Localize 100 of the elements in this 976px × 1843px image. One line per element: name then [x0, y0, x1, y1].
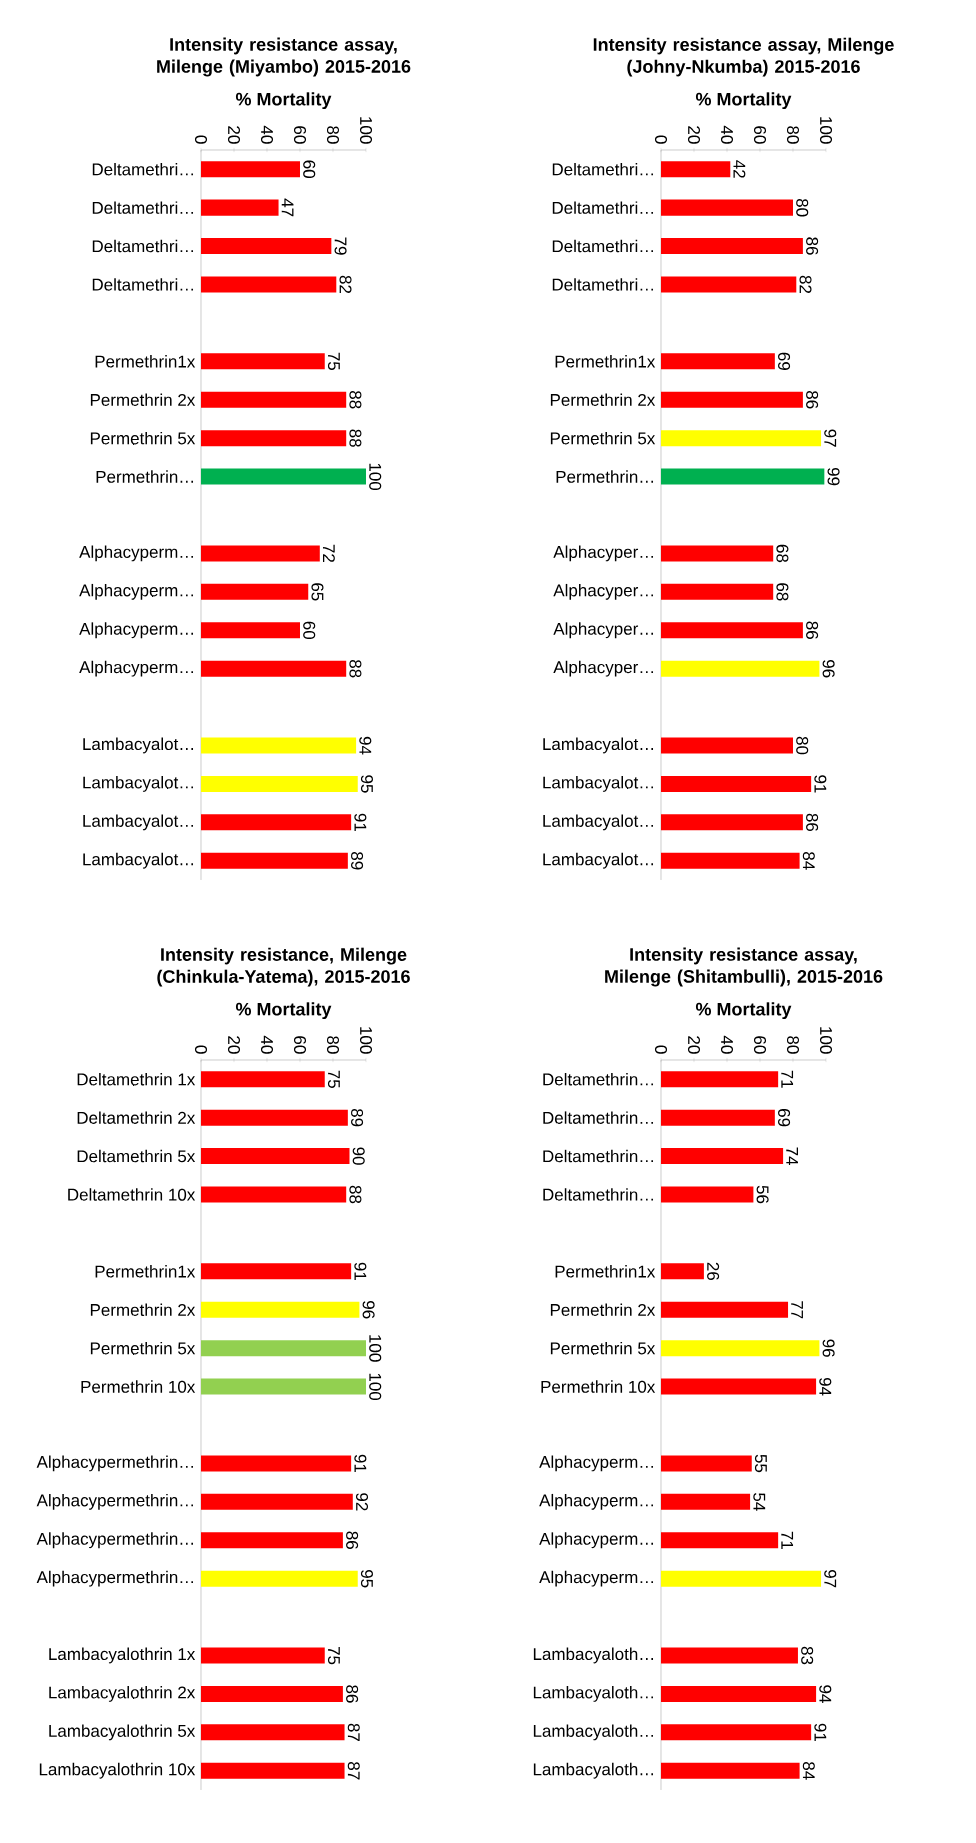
- x-tick-label: 20: [227, 126, 241, 144]
- data-label: 100: [369, 1335, 382, 1362]
- bar: [661, 1263, 704, 1280]
- x-tick-label: 60: [293, 126, 307, 144]
- bar: [201, 622, 300, 639]
- y-tick-label: Deltamethri…: [92, 278, 194, 291]
- bar: [201, 852, 348, 869]
- y-tick-label: Alphacyper…: [553, 660, 654, 677]
- y-tick-label: Alphacyperm…: [539, 1570, 654, 1587]
- bar: [661, 199, 793, 216]
- data-label: 89: [351, 1108, 364, 1127]
- x-axis-title: % Mortality: [235, 92, 332, 110]
- data-label: 88: [349, 429, 362, 447]
- data-label: 65: [311, 583, 324, 601]
- data-label: 75: [327, 352, 340, 371]
- y-tick-label: Permethrin1x: [95, 1265, 196, 1278]
- bar: [661, 1455, 752, 1472]
- y-tick-label: Permethrin 10x: [81, 1380, 196, 1393]
- y-tick-label: Alphacyper…: [553, 622, 654, 639]
- bar: [661, 1378, 817, 1395]
- data-label: 75: [327, 1070, 340, 1088]
- data-label: 94: [359, 736, 372, 755]
- data-label: 86: [346, 1685, 359, 1703]
- bar: [661, 622, 803, 639]
- bar: [201, 1724, 345, 1741]
- data-label: 82: [339, 275, 352, 294]
- x-tick-label: 0: [654, 135, 668, 144]
- data-label: 95: [360, 775, 373, 793]
- y-tick-label: Lambacyalot…: [543, 852, 654, 869]
- bar: [661, 814, 803, 831]
- data-label: 72: [323, 544, 335, 563]
- bar: [201, 430, 347, 447]
- y-tick-label: Alphacyper…: [553, 583, 654, 600]
- bar: [661, 276, 797, 293]
- x-tick-label: 60: [753, 1036, 767, 1054]
- y-tick-label: Permethrin 2x: [90, 393, 196, 406]
- bar: [201, 1340, 366, 1357]
- y-tick-label: Deltamethri…: [92, 201, 194, 214]
- bar: [201, 814, 352, 831]
- bar: [201, 1378, 366, 1395]
- y-tick-label: Alphacyperm…: [79, 545, 194, 562]
- y-tick-label: Permethrin1x: [555, 1265, 656, 1278]
- data-label: 100: [369, 463, 382, 491]
- bar: [201, 737, 357, 754]
- x-tick-label: 40: [260, 1035, 274, 1054]
- bar: [201, 1532, 343, 1549]
- data-label: 84: [802, 852, 815, 870]
- bar: [661, 1570, 822, 1587]
- chart-title: Intensity resistance assay, Milenge (Johny-Nkumba) 2015-2016: [593, 37, 894, 77]
- y-tick-label: Deltamethrin 10x: [68, 1188, 196, 1201]
- x-tick-label: 0: [194, 1045, 208, 1054]
- data-label: 91: [814, 1723, 827, 1741]
- data-label: 83: [801, 1646, 814, 1665]
- bar: [661, 391, 803, 408]
- data-label: 71: [781, 1070, 794, 1088]
- bar: [201, 276, 337, 293]
- bar: [661, 1532, 779, 1549]
- x-tick-label: 80: [326, 126, 340, 144]
- data-label: 97: [824, 1570, 837, 1588]
- bar: [201, 1186, 347, 1203]
- bar: [201, 1071, 325, 1088]
- data-label: 77: [791, 1301, 803, 1319]
- bar: [201, 1148, 350, 1165]
- y-tick-label: Alphacyperm…: [539, 1532, 654, 1549]
- data-label: 91: [354, 1454, 367, 1473]
- bar: [201, 199, 279, 216]
- bar: [661, 1493, 751, 1510]
- y-tick-label: Deltamethrin 2x: [77, 1111, 196, 1124]
- data-label: 96: [822, 660, 835, 678]
- chart-title: Intensity resistance assay, Milenge (Shitambulli), 2015-2016: [605, 947, 883, 987]
- y-tick-label: Deltamethrin…: [543, 1072, 654, 1086]
- y-tick-label: Permethrin1x: [555, 355, 656, 368]
- x-tick-label: 100: [819, 117, 833, 144]
- y-tick-label: Deltamethrin…: [543, 1111, 654, 1124]
- y-tick-label: Permethrin 5x: [550, 1341, 656, 1355]
- data-label: 88: [349, 391, 362, 409]
- x-axis-title: % Mortality: [695, 92, 792, 110]
- y-tick-label: Lambacyalothrin 5x: [49, 1724, 196, 1741]
- x-tick-label: 20: [227, 1036, 241, 1054]
- x-tick-label: 40: [720, 1035, 734, 1054]
- y-tick-label: Permethrin 2x: [550, 393, 656, 406]
- bar: [661, 1071, 779, 1088]
- x-tick-label: 80: [786, 1036, 800, 1054]
- bar: [201, 1263, 352, 1280]
- bar: [661, 353, 775, 370]
- y-tick-label: Lambacyalothrin 2x: [49, 1686, 196, 1702]
- data-label: 68: [776, 583, 789, 601]
- data-label: 88: [349, 1185, 362, 1204]
- bar: [661, 660, 820, 677]
- y-tick-label: Deltamethri…: [552, 239, 654, 253]
- y-tick-label: Lambacyaloth…: [533, 1762, 654, 1779]
- bar: [661, 545, 774, 562]
- y-tick-label: Lambacyalot…: [83, 776, 194, 792]
- y-tick-label: Lambacyalot…: [543, 776, 654, 792]
- data-label: 88: [349, 659, 362, 678]
- bar: [201, 353, 325, 370]
- y-tick-label: Lambacyalot…: [543, 814, 654, 831]
- y-tick-label: Alphacyperm…: [79, 660, 194, 677]
- bar: [661, 430, 822, 447]
- x-tick-label: 20: [687, 126, 701, 144]
